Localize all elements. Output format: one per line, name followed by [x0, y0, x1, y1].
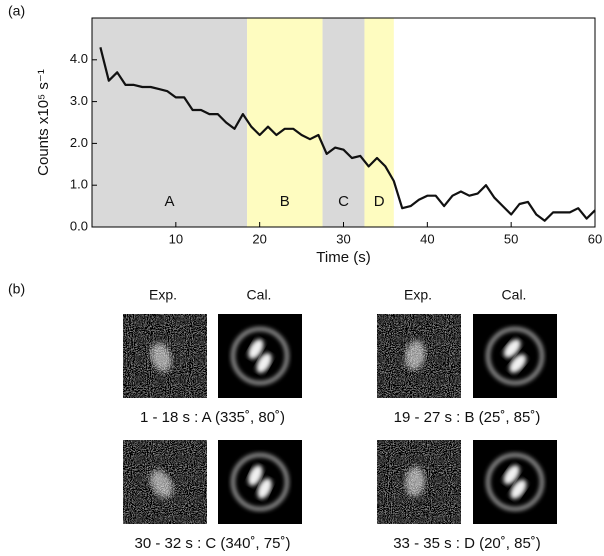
- cal-image: [473, 314, 557, 398]
- image-caption: 19 - 27 s : B (25˚, 85˚): [394, 409, 541, 426]
- x-tick-label: 30: [336, 231, 350, 246]
- x-tick-label: 10: [169, 231, 183, 246]
- panel-label: (a): [8, 3, 25, 19]
- plot: A B C D 0.0 1.0 2.0 3.0 4.0 10 20 30 40 50 60 Time (s) C…: [35, 18, 602, 266]
- column-header: Cal.: [247, 287, 272, 303]
- column-header: Exp.: [149, 287, 177, 303]
- figure: (a) (b) A B C D 0.0 1.0 2.0 3.0 4.0 10 20 30 40 50 60 T…: [0, 0, 604, 556]
- y-tick-label: 1.0: [70, 177, 88, 192]
- panel-label: (b): [8, 281, 25, 297]
- x-tick-label: 50: [504, 231, 518, 246]
- region-label: C: [338, 193, 349, 210]
- y-tick-label: 4.0: [70, 51, 88, 66]
- image-panel: Exp. Cal. Exp. Cal. 1 - 18 s : A (335˚, 80˚)…: [123, 287, 557, 552]
- x-tick-label: 20: [252, 231, 266, 246]
- column-header: Cal.: [502, 287, 527, 303]
- cal-image: [218, 314, 302, 398]
- region-label: D: [374, 193, 385, 210]
- region-label: B: [280, 193, 290, 210]
- y-tick-label: 2.0: [70, 135, 88, 150]
- image-caption: 30 - 32 s : C (340˚, 75˚): [135, 535, 291, 552]
- image-caption: 1 - 18 s : A (335˚, 80˚): [140, 409, 285, 426]
- image-caption: 33 - 35 s : D (20˚, 85˚): [393, 535, 541, 552]
- region-label: A: [165, 193, 175, 210]
- cal-image: [473, 440, 557, 524]
- cal-image: [218, 440, 302, 524]
- y-tick-label: 3.0: [70, 93, 88, 108]
- x-tick-label: 60: [588, 231, 602, 246]
- y-tick-label: 0.0: [70, 218, 88, 233]
- column-header: Exp.: [404, 287, 432, 303]
- x-axis-title: Time (s): [316, 249, 370, 266]
- y-axis-title: Counts x10⁵ s⁻¹: [35, 69, 52, 176]
- x-tick-label: 40: [420, 231, 434, 246]
